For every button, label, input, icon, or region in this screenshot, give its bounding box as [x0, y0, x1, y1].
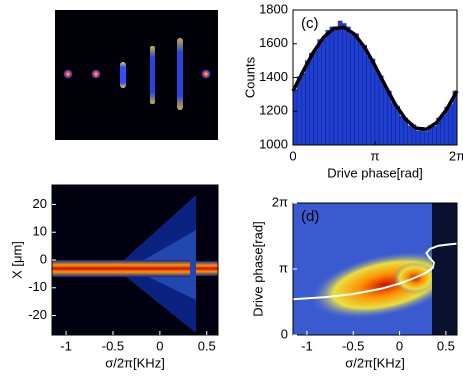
bar [313, 50, 318, 146]
bar [329, 26, 335, 146]
panel-label: (c) [301, 15, 319, 32]
bar [424, 131, 429, 146]
x-tick-label: -1 [301, 338, 313, 353]
bar [292, 89, 298, 146]
bar [333, 28, 339, 146]
x-axis-label: σ/2π[KHz] [105, 355, 165, 370]
x-tick-label: -0.5 [102, 338, 124, 353]
bar [415, 130, 421, 146]
x-tick-label: 0 [396, 338, 403, 353]
bar [407, 125, 413, 146]
x-tick-label: 0.5 [437, 338, 455, 353]
fit-line [291, 25, 459, 132]
x-axis-label: σ/2π[KHz] [345, 355, 405, 370]
bar [358, 43, 363, 146]
x-tick-label: 0 [289, 148, 296, 163]
bar [366, 56, 372, 146]
bar [317, 39, 322, 146]
bar [305, 60, 310, 146]
bar [391, 102, 396, 146]
y-axis-label: X [μm] [9, 241, 24, 279]
bar [378, 75, 384, 146]
panel-label: (d) [301, 208, 319, 225]
bar [432, 126, 437, 146]
bar [325, 30, 331, 146]
bar [342, 23, 347, 146]
bar [383, 86, 388, 146]
bar [321, 38, 327, 146]
bar [399, 116, 404, 146]
bar [346, 26, 351, 146]
y-tick-label: π [279, 260, 288, 275]
bar [374, 70, 380, 146]
panel-label: (b) [60, 190, 78, 207]
x-tick-label: 2π [449, 148, 463, 163]
x-tick-label: 0 [156, 338, 163, 353]
bar [296, 76, 302, 146]
bar [350, 34, 355, 146]
panel-a-image [55, 10, 218, 140]
bar [440, 116, 445, 146]
y-tick-label: 0 [40, 251, 47, 266]
y-tick-label: -20 [28, 307, 47, 322]
y-tick-label: 1000 [259, 136, 288, 151]
y-axis-label: Counts [242, 56, 257, 98]
y-tick-label: 2π [272, 194, 288, 209]
y-tick-label: 0 [281, 326, 288, 341]
panel-label: (a) [65, 15, 83, 32]
x-tick-label: 0.5 [198, 338, 216, 353]
y-tick-label: -10 [28, 279, 47, 294]
y-tick-label: 1800 [259, 1, 288, 16]
bar [309, 52, 314, 146]
bar [370, 58, 376, 146]
y-tick-label: 20 [33, 196, 47, 211]
y-tick-label: 10 [33, 224, 47, 239]
bar [448, 104, 454, 146]
bar [337, 20, 343, 146]
x-tick-label: π [371, 148, 380, 163]
x-tick-label: -0.5 [342, 338, 364, 353]
y-tick-label: 1600 [259, 35, 288, 50]
bar [300, 73, 306, 146]
x-axis-label: Drive phase[rad] [327, 165, 422, 180]
y-tick-label: 1200 [259, 103, 288, 118]
bar [354, 33, 359, 146]
curve [292, 242, 458, 301]
x-tick-label: -1 [60, 338, 72, 353]
bar [362, 45, 367, 146]
panel-b-heatmap [52, 185, 218, 335]
y-axis-label: Drive phase[rad] [250, 221, 265, 316]
y-tick-label: 1400 [259, 69, 288, 84]
